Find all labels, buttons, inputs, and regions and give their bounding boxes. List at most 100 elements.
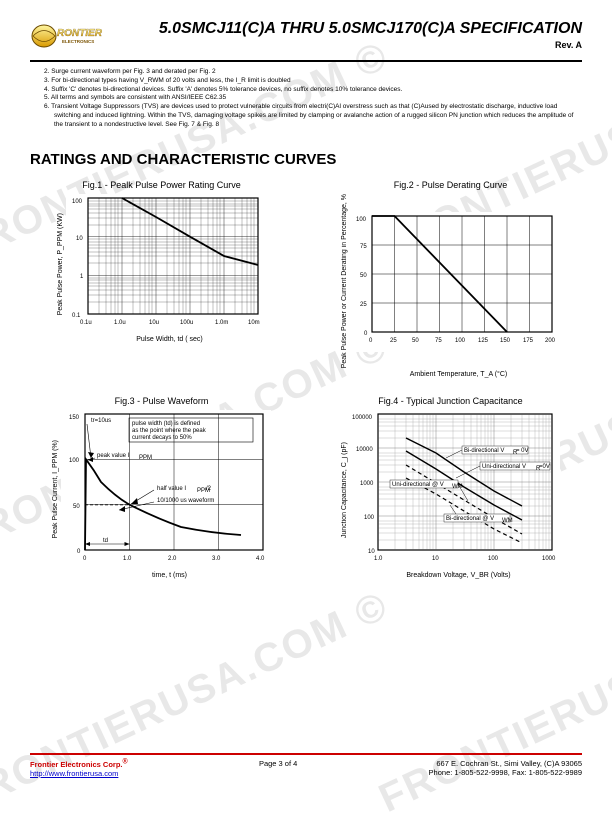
notes-list: 2. Surge current waveform per Fig. 3 and… bbox=[30, 68, 582, 129]
x-axis-label: Ambient Temperature, T_A (°C) bbox=[335, 371, 582, 378]
fig1-plot: 0.1 1 10 100 0.1u 1.0u 10u 100u 1.0m 10m bbox=[66, 194, 266, 334]
svg-text:ELECTRONICS: ELECTRONICS bbox=[62, 39, 94, 44]
svg-text:0: 0 bbox=[369, 338, 373, 344]
svg-text:td: td bbox=[103, 538, 108, 544]
page-title: 5.0SMCJ11(C)A THRU 5.0SMCJ170(C)A SPECIF… bbox=[130, 20, 582, 38]
svg-text:4.0: 4.0 bbox=[256, 556, 265, 562]
svg-text:10/1000 us waveform: 10/1000 us waveform bbox=[157, 498, 214, 504]
header: RONTIER ELECTRONICS 5.0SMCJ11(C)A THRU 5… bbox=[30, 20, 582, 52]
footer-left: Frontier Electronics Corp.® http://www.f… bbox=[30, 759, 128, 779]
svg-text:peak value I: peak value I bbox=[97, 453, 130, 459]
header-rule bbox=[30, 60, 582, 62]
svg-text:WM: WM bbox=[502, 518, 513, 524]
svg-text:50: 50 bbox=[412, 338, 419, 344]
svg-text:50: 50 bbox=[73, 504, 80, 510]
svg-text:25: 25 bbox=[360, 302, 367, 308]
section-title: RATINGS AND CHARACTERISTIC CURVES bbox=[30, 151, 582, 168]
footer: Frontier Electronics Corp.® http://www.f… bbox=[30, 753, 582, 779]
svg-text:200: 200 bbox=[545, 338, 556, 344]
chart-title: Fig.3 - Pulse Waveform bbox=[30, 396, 293, 406]
svg-text:pulse width (td) is defined: pulse width (td) is defined bbox=[132, 421, 200, 427]
svg-text:50: 50 bbox=[360, 273, 367, 279]
svg-text:25: 25 bbox=[390, 338, 397, 344]
svg-text:1000: 1000 bbox=[542, 556, 556, 562]
svg-text:1.0u: 1.0u bbox=[114, 320, 126, 326]
svg-text:3.0: 3.0 bbox=[212, 556, 221, 562]
fig3: Fig.3 - Pulse Waveform Peak Pulse Curren… bbox=[30, 396, 293, 579]
svg-text:Bi-directional @ V: Bi-directional @ V bbox=[446, 516, 494, 522]
company-url[interactable]: http://www.frontierusa.com bbox=[30, 769, 118, 778]
frontier-logo: RONTIER ELECTRONICS bbox=[30, 20, 120, 52]
svg-text:0.1: 0.1 bbox=[72, 313, 81, 319]
fig2: Fig.2 - Pulse Derating Curve Peak Pulse … bbox=[319, 180, 582, 377]
note-item: 2. Surge current waveform per Fig. 3 and… bbox=[44, 68, 582, 77]
charts-grid: Fig.1 - Pealk Pulse Power Rating Curve P… bbox=[30, 180, 582, 578]
svg-text:150: 150 bbox=[69, 415, 80, 421]
svg-text:75: 75 bbox=[435, 338, 442, 344]
company-name: Frontier Electronics Corp.® bbox=[30, 760, 128, 769]
chart-title: Fig.2 - Pulse Derating Curve bbox=[319, 180, 582, 190]
svg-text:0.1u: 0.1u bbox=[80, 320, 92, 326]
svg-text:100: 100 bbox=[488, 556, 499, 562]
svg-text:100: 100 bbox=[72, 199, 83, 205]
page-number: Page 3 of 4 bbox=[259, 759, 297, 779]
svg-text:100u: 100u bbox=[180, 320, 193, 326]
x-axis-label: time, t (ms) bbox=[46, 572, 293, 579]
svg-text:125: 125 bbox=[478, 338, 489, 344]
svg-text:100: 100 bbox=[69, 458, 80, 464]
svg-text:as the point where the peak: as the point where the peak bbox=[132, 428, 207, 434]
svg-text:100: 100 bbox=[364, 515, 375, 521]
svg-text:PPM: PPM bbox=[139, 455, 152, 461]
chart-title: Fig.1 - Pealk Pulse Power Rating Curve bbox=[30, 180, 293, 190]
svg-text:tr=10us: tr=10us bbox=[91, 418, 111, 424]
svg-text:Uni-directional @ V: Uni-directional @ V bbox=[392, 482, 444, 488]
svg-text:1: 1 bbox=[80, 274, 84, 280]
svg-text:100000: 100000 bbox=[352, 415, 373, 421]
x-axis-label: Pulse Width, td ( sec) bbox=[46, 336, 293, 343]
y-axis-label: Junction Capacitance, C_j (pF) bbox=[341, 442, 348, 538]
svg-text:current decays to 50%: current decays to 50% bbox=[132, 435, 192, 441]
svg-text:1000: 1000 bbox=[360, 481, 374, 487]
svg-text:0: 0 bbox=[77, 549, 81, 555]
svg-text:10: 10 bbox=[76, 236, 83, 242]
revision: Rev. A bbox=[130, 40, 582, 50]
svg-text:Bi-directional V: Bi-directional V bbox=[464, 448, 504, 454]
svg-text:10000: 10000 bbox=[356, 447, 373, 453]
svg-text:10m: 10m bbox=[248, 320, 260, 326]
svg-text:150: 150 bbox=[500, 338, 511, 344]
svg-text:/2: /2 bbox=[206, 486, 212, 492]
svg-text:1.0: 1.0 bbox=[123, 556, 132, 562]
fig2-plot: 0 25 50 75 100 0 25 50 75 100 125 150 175 200 bbox=[350, 212, 560, 352]
svg-text:half value I: half value I bbox=[157, 486, 186, 492]
y-axis-label: Peak Pulse Power, P_PPM (KW) bbox=[57, 213, 64, 315]
svg-text:= 0V: = 0V bbox=[516, 448, 529, 454]
page-content: RONTIER ELECTRONICS 5.0SMCJ11(C)A THRU 5… bbox=[0, 0, 612, 589]
note-item: 5. All terms and symbols are consistent … bbox=[44, 94, 582, 103]
svg-text:100: 100 bbox=[455, 338, 466, 344]
svg-text:10u: 10u bbox=[149, 320, 159, 326]
svg-text:2.0: 2.0 bbox=[168, 556, 177, 562]
note-item: 3. For bi-directional types having V_RWM… bbox=[44, 77, 582, 86]
footer-address: 667 E. Cochran St., Simi Valley, (C)A 93… bbox=[429, 759, 582, 779]
fig1: Fig.1 - Pealk Pulse Power Rating Curve P… bbox=[30, 180, 293, 377]
svg-text:1.0: 1.0 bbox=[374, 556, 383, 562]
chart-title: Fig.4 - Typical Junction Capacitance bbox=[319, 396, 582, 406]
svg-text:175: 175 bbox=[523, 338, 534, 344]
note-item: 4. Suffix 'C' denotes bi-directional dev… bbox=[44, 86, 582, 95]
y-axis-label: Peak Pulse Power or Current Derating in … bbox=[341, 194, 348, 368]
svg-text:Uni-directional V: Uni-directional V bbox=[482, 464, 526, 470]
svg-text:1.0m: 1.0m bbox=[215, 320, 228, 326]
svg-text:10: 10 bbox=[368, 549, 375, 555]
svg-text:100: 100 bbox=[356, 217, 367, 223]
svg-text:=0V: =0V bbox=[539, 464, 550, 470]
fig4: Fig.4 - Typical Junction Capacitance Jun… bbox=[319, 396, 582, 579]
x-axis-label: Breakdown Voltage, V_BR (Volts) bbox=[335, 572, 582, 579]
svg-text:0: 0 bbox=[364, 331, 368, 337]
fig4-plot: Bi-directional VR= 0V Uni-directional VR… bbox=[350, 410, 560, 570]
svg-text:0: 0 bbox=[83, 556, 87, 562]
svg-text:RONTIER: RONTIER bbox=[57, 28, 103, 39]
svg-text:10: 10 bbox=[432, 556, 439, 562]
note-item: 6. Transient Voltage Suppressors (TVS) a… bbox=[44, 103, 582, 129]
svg-text:75: 75 bbox=[360, 244, 367, 250]
fig3-plot: tr=10us pulse width (td) is defined as t… bbox=[61, 410, 271, 570]
